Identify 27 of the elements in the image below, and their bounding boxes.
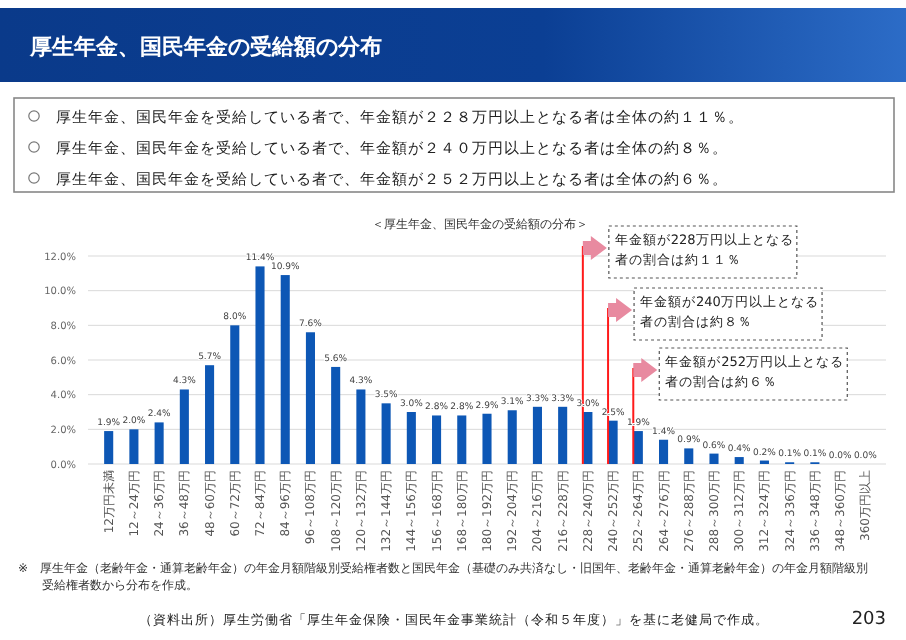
bar (684, 448, 694, 464)
bar (255, 266, 265, 464)
bar (406, 412, 416, 464)
bar (356, 389, 366, 464)
bar (432, 415, 442, 464)
bar (331, 366, 341, 464)
bar (129, 429, 139, 464)
bar (709, 453, 719, 464)
bar (104, 431, 114, 464)
bar (154, 422, 164, 464)
bar (280, 275, 290, 464)
bar (305, 332, 315, 464)
bar (230, 325, 240, 464)
text: 203 (851, 610, 886, 630)
bar (205, 365, 215, 464)
bar (381, 403, 391, 464)
bar (659, 439, 669, 464)
bar (457, 415, 467, 464)
bar (633, 431, 643, 464)
bar (734, 457, 744, 464)
bar (532, 406, 542, 464)
bar (179, 389, 189, 464)
bar (507, 410, 517, 464)
bar (482, 413, 492, 464)
chart-title: 厚生年金、国民年金の受給額の分布 (28, 34, 382, 60)
bar (558, 406, 568, 464)
bar (608, 420, 618, 464)
